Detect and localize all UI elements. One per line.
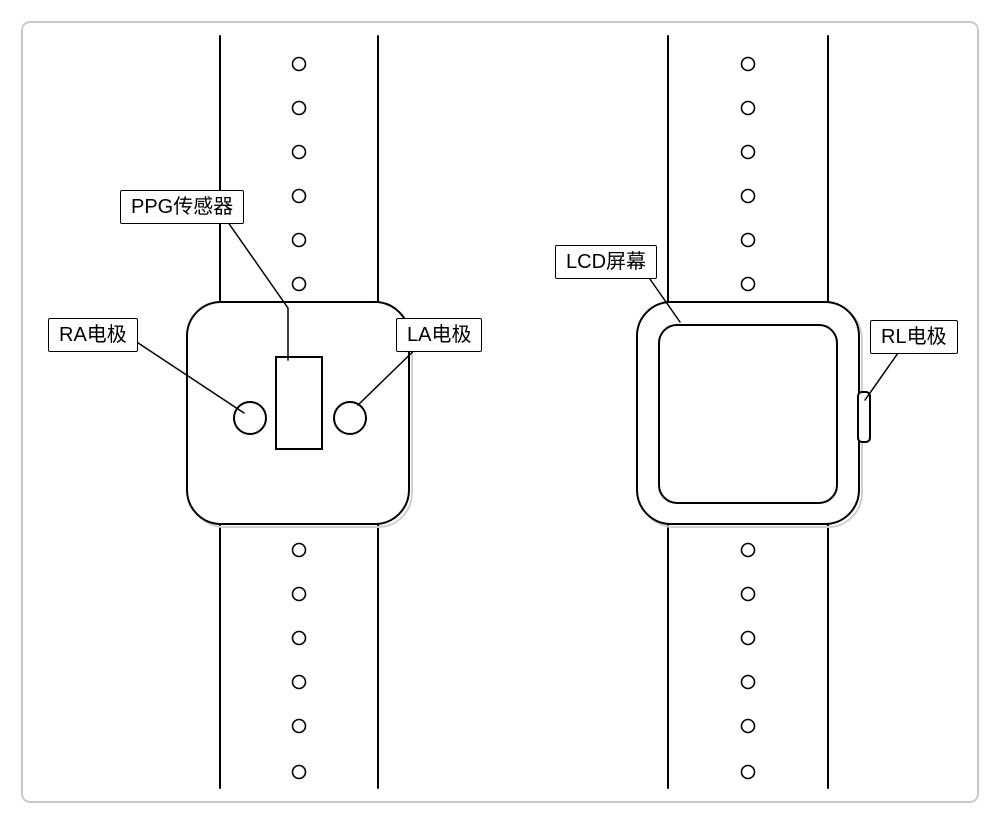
label-lcd-screen: LCD屏幕 — [555, 245, 657, 279]
label-ppg-sensor: PPG传感器 — [120, 190, 244, 224]
label-rl-electrode: RL电极 — [870, 320, 958, 354]
label-ra-electrode: RA电极 — [48, 318, 138, 352]
diagram-stage: PPG传感器 RA电极 LA电极 LCD屏幕 RL电极 — [0, 0, 1000, 822]
label-la-electrode: LA电极 — [396, 318, 482, 352]
diagram-svg — [0, 0, 1000, 822]
